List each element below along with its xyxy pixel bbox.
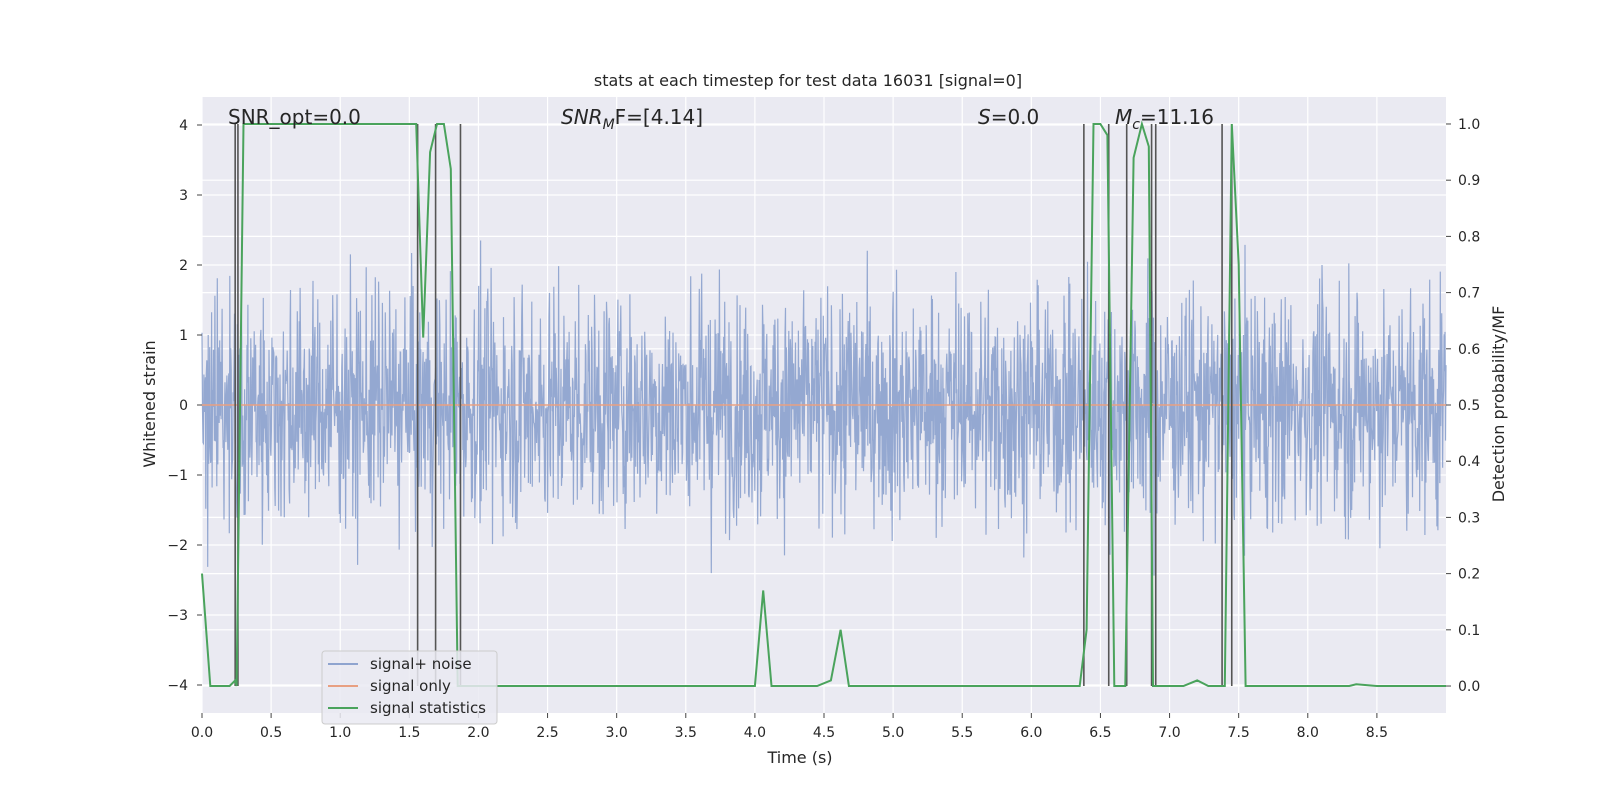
x-tick-label: 4.5 — [813, 725, 835, 741]
y-left-tick-label: 1 — [179, 328, 188, 344]
y-right-tick-label: 0.0 — [1458, 679, 1480, 695]
y-left-tick-label: 2 — [179, 258, 188, 274]
y-left-tick-label: 0 — [179, 398, 188, 414]
x-tick-label: 1.0 — [329, 725, 351, 741]
annotation-snr-mf-prefix: SNR — [561, 105, 603, 129]
annotation-mc: Mc=11.16 — [1115, 105, 1214, 133]
x-axis-label: Time (s) — [766, 748, 832, 767]
y-axis-right-label: Detection probability/MF — [1489, 306, 1508, 503]
y-right-tick-label: 0.3 — [1458, 510, 1480, 526]
annotation-mc-value: =11.16 — [1140, 105, 1214, 129]
x-tick-label: 5.5 — [951, 725, 973, 741]
x-tick-label: 0.5 — [260, 725, 282, 741]
y-right-tick-label: 0.2 — [1458, 567, 1480, 583]
x-tick-label: 2.5 — [536, 725, 558, 741]
axes-layer: 0.0 0.5 1.0 1.5 2.0 2.5 3.0 3.5 4.0 4.5 5.0 5.5 6.0 6… — [167, 117, 1480, 741]
signal-statistics-line — [201, 120, 1446, 687]
y-right-tick-label: 0.9 — [1458, 173, 1480, 189]
legend: signal+ noise signal only signal statist… — [321, 650, 498, 725]
legend-label-signal-statistics: signal statistics — [370, 699, 486, 717]
y-right-tick-label: 0.1 — [1458, 623, 1480, 639]
legend-label-signal-noise: signal+ noise — [370, 655, 472, 673]
annotation-mc-sub: c — [1132, 117, 1140, 133]
y-right-tick-label: 0.8 — [1458, 229, 1480, 245]
x-tick-label: 6.0 — [1020, 725, 1042, 741]
y-left-tick-label: 4 — [179, 118, 188, 134]
y-right-tick-label: 0.6 — [1458, 342, 1480, 358]
y-left-tick-label: 3 — [179, 188, 188, 204]
x-tick-label: 3.5 — [675, 725, 697, 741]
legend-label-signal-only: signal only — [370, 677, 451, 695]
noise-line — [201, 240, 1447, 576]
annotation-snr-opt: SNR_opt=0.0 — [228, 105, 361, 129]
annotation-snr-mf: SNRMF=[4.14] — [561, 105, 703, 133]
x-tick-label: 2.0 — [467, 725, 489, 741]
x-tick-label: 5.0 — [882, 725, 904, 741]
y-left-tick-label: −3 — [167, 608, 188, 624]
x-tick-label: 7.5 — [1228, 725, 1250, 741]
y-left-tick-label: −2 — [167, 538, 188, 554]
y-right-tick-label: 1.0 — [1458, 117, 1480, 133]
y-right-tick-label: 0.5 — [1458, 398, 1480, 414]
x-tick-label: 7.0 — [1158, 725, 1180, 741]
x-tick-label: 1.5 — [398, 725, 420, 741]
annotation-s-value: =0.0 — [991, 105, 1040, 129]
annotation-mc-var: M — [1115, 105, 1132, 129]
y-axis-left-label: Whitened strain — [140, 340, 159, 467]
y-left-tick-label: −1 — [167, 468, 188, 484]
annotation-snr-mf-sub: M — [603, 117, 615, 133]
annotation-s: S=0.0 — [978, 105, 1039, 129]
x-tick-label: 0.0 — [191, 725, 213, 741]
annotation-snr-mf-suffix: F=[4.14] — [615, 105, 703, 129]
signal-statistics-series — [201, 120, 1446, 687]
noise-series — [201, 240, 1447, 576]
legend-box — [321, 650, 498, 725]
y-left-tick-label: −4 — [167, 678, 188, 694]
x-tick-label: 6.5 — [1089, 725, 1111, 741]
chart-title: stats at each timestep for test data 160… — [594, 71, 1022, 90]
x-tick-label: 3.0 — [606, 725, 628, 741]
y-right-tick-label: 0.7 — [1458, 286, 1480, 302]
x-tick-label: 4.0 — [744, 725, 766, 741]
annotation-s-var: S — [978, 105, 991, 129]
x-tick-label: 8.0 — [1297, 725, 1319, 741]
x-tick-label: 8.5 — [1366, 725, 1388, 741]
y-right-tick-label: 0.4 — [1458, 454, 1480, 470]
